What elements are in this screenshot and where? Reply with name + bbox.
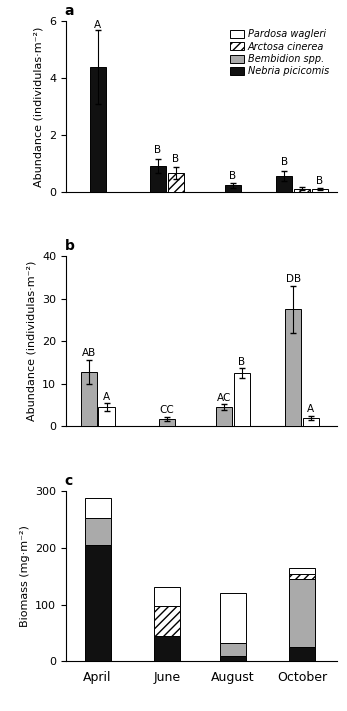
Bar	[81, 372, 97, 427]
Bar	[216, 407, 232, 427]
Bar	[285, 309, 301, 427]
Text: B: B	[172, 154, 179, 164]
Bar	[150, 166, 166, 191]
Text: B: B	[229, 171, 237, 181]
Text: B: B	[154, 145, 161, 155]
Text: B: B	[238, 357, 245, 367]
Bar	[154, 606, 180, 636]
Bar	[289, 574, 315, 579]
Text: B: B	[281, 157, 288, 167]
Bar	[99, 407, 115, 427]
Bar	[220, 656, 246, 661]
Text: DB: DB	[286, 274, 301, 284]
Text: CC: CC	[159, 405, 174, 415]
Text: A: A	[94, 20, 101, 30]
Bar	[85, 518, 111, 545]
Y-axis label: Biomass (mg·m⁻²): Biomass (mg·m⁻²)	[19, 525, 29, 627]
Text: AC: AC	[217, 393, 231, 403]
Bar	[90, 67, 106, 191]
Bar	[289, 567, 315, 574]
Bar	[220, 593, 246, 643]
Text: AB: AB	[82, 348, 96, 358]
Bar	[85, 498, 111, 518]
Bar	[220, 643, 246, 656]
Bar	[303, 418, 319, 427]
Bar	[289, 647, 315, 661]
Bar	[276, 176, 292, 191]
Text: B: B	[316, 176, 323, 186]
Bar	[168, 173, 184, 191]
Legend: Pardosa wagleri, Arctosa cinerea, Bembidion spp., Nebria picicomis: Pardosa wagleri, Arctosa cinerea, Bembid…	[227, 26, 332, 80]
Bar	[85, 545, 111, 661]
Y-axis label: Abundance (individulas·m⁻²): Abundance (individulas·m⁻²)	[34, 26, 43, 186]
Bar	[154, 636, 180, 661]
Text: a: a	[65, 4, 74, 18]
Bar	[294, 188, 310, 191]
Y-axis label: Abundance (individulas·m⁻²): Abundance (individulas·m⁻²)	[26, 261, 36, 422]
Bar	[289, 579, 315, 647]
Bar	[312, 188, 328, 191]
Bar	[154, 587, 180, 606]
Text: A: A	[103, 392, 110, 402]
Text: c: c	[65, 474, 73, 488]
Text: b: b	[65, 239, 75, 253]
Bar	[225, 186, 241, 191]
Bar	[159, 419, 175, 427]
Text: A: A	[307, 404, 314, 414]
Bar	[234, 373, 250, 427]
